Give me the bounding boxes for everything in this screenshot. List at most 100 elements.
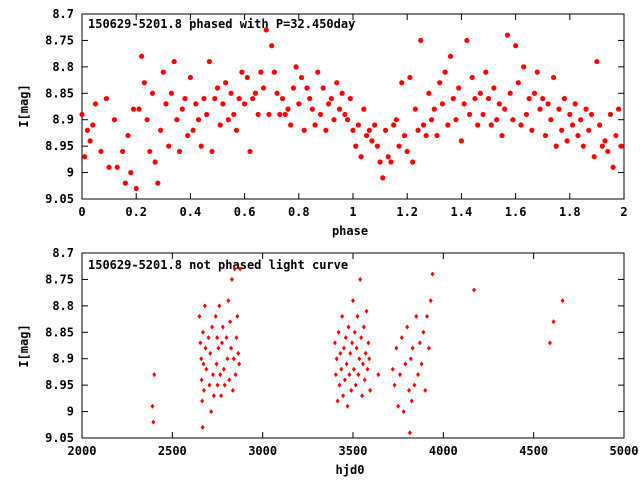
data-point: [221, 366, 226, 372]
data-point: [351, 366, 356, 372]
data-point: [403, 361, 408, 367]
data-point: [255, 111, 261, 118]
data-point: [288, 122, 294, 128]
data-point: [198, 340, 203, 346]
data-point: [106, 164, 112, 170]
data-point: [157, 127, 164, 133]
data-point: [152, 159, 158, 165]
data-point: [282, 111, 288, 118]
data-point: [225, 117, 231, 123]
data-point: [372, 122, 378, 128]
data-point: [401, 409, 406, 415]
y-tick-label: 8.95: [45, 139, 74, 153]
data-point: [356, 372, 361, 378]
data-point: [111, 117, 118, 123]
data-point: [439, 101, 446, 107]
data-point: [187, 74, 193, 81]
data-point: [307, 95, 313, 102]
data-point: [588, 111, 595, 118]
data-point: [312, 122, 318, 128]
data-point: [397, 372, 402, 378]
data-point: [149, 90, 156, 96]
data-point: [348, 350, 353, 356]
data-point: [263, 27, 269, 33]
data-point: [204, 111, 210, 118]
data-point: [242, 101, 248, 107]
data-point: [350, 127, 356, 133]
x-tick-label: 1.8: [559, 205, 581, 219]
chart-title: 150629-5201.8 phased with P=32.450day: [88, 17, 355, 31]
data-point: [326, 101, 332, 107]
data-point: [315, 69, 321, 75]
data-point: [200, 424, 205, 430]
x-tick-label: 1.6: [505, 205, 527, 219]
data-point: [388, 159, 394, 165]
data-point: [494, 117, 500, 123]
y-axis-label: I[mag]: [17, 324, 31, 367]
data-point: [374, 143, 380, 149]
data-point: [168, 90, 175, 96]
data-point: [201, 387, 206, 393]
data-point: [258, 69, 264, 75]
data-point: [385, 154, 391, 160]
data-point: [361, 106, 367, 112]
data-point: [130, 106, 137, 112]
unphased-light-curve-plot: 150629-5201.8 not phased light curve hjd…: [17, 246, 638, 477]
data-point: [513, 43, 519, 49]
y-tick-label: 9.05: [45, 431, 74, 445]
data-point: [252, 90, 259, 96]
data-point: [120, 148, 126, 155]
data-point: [551, 319, 556, 325]
data-point: [266, 111, 272, 118]
data-point: [229, 345, 234, 351]
data-point: [376, 372, 381, 378]
data-point: [480, 111, 486, 118]
data-point: [338, 350, 343, 356]
data-point: [391, 122, 397, 128]
data-point: [147, 148, 153, 155]
data-point: [171, 58, 177, 65]
data-point: [344, 361, 349, 367]
data-point: [586, 127, 592, 133]
data-point: [200, 398, 205, 404]
data-point: [504, 32, 511, 38]
data-point: [428, 298, 433, 304]
x-tick-label: 0.4: [180, 205, 202, 219]
data-point: [290, 85, 296, 91]
data-point: [239, 69, 245, 75]
data-point: [341, 345, 346, 351]
data-point: [365, 366, 370, 372]
data-point: [279, 95, 286, 102]
data-point: [201, 361, 206, 367]
data-point: [271, 69, 278, 75]
data-point: [301, 127, 307, 133]
data-point: [594, 58, 600, 65]
data-point: [564, 138, 570, 144]
data-point: [399, 80, 405, 86]
data-point: [352, 329, 357, 335]
data-point: [477, 90, 483, 96]
data-point: [445, 122, 451, 128]
data-point: [605, 148, 611, 155]
data-point: [475, 122, 481, 128]
data-point: [488, 122, 494, 128]
y-tick-label: 8.8: [52, 299, 74, 313]
data-point: [229, 276, 234, 282]
data-point: [298, 74, 305, 81]
data-point: [238, 266, 243, 272]
data-point: [236, 350, 241, 356]
data-point: [453, 117, 459, 123]
data-point: [225, 356, 230, 362]
data-point: [355, 313, 360, 319]
data-point: [526, 95, 532, 102]
data-point: [349, 387, 354, 393]
data-point: [231, 356, 236, 362]
data-point: [206, 58, 212, 65]
x-tick-label: 0.2: [125, 205, 147, 219]
data-point: [163, 101, 169, 107]
data-point: [556, 106, 562, 112]
data-point: [368, 387, 373, 393]
y-tick-label: 9: [67, 405, 74, 419]
data-point: [407, 430, 412, 436]
data-point: [218, 372, 223, 378]
